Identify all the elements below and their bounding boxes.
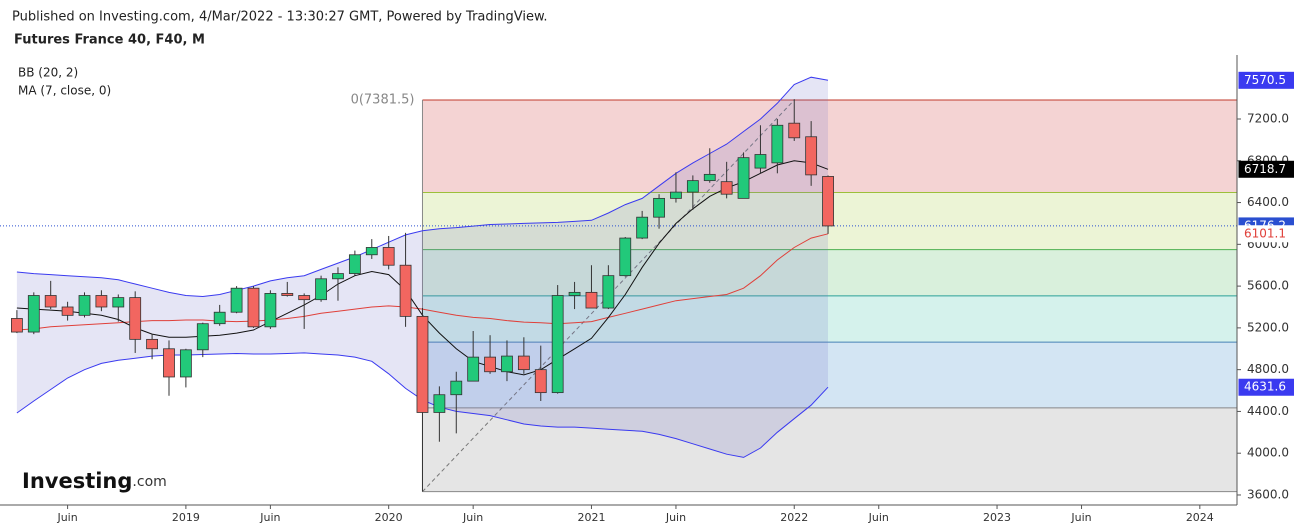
candle-body xyxy=(196,323,209,351)
candle-body xyxy=(534,369,547,394)
candle-body xyxy=(686,180,699,193)
chart-title: Futures France 40, F40, M xyxy=(14,33,205,48)
y-tick-label: 5200.0 xyxy=(1247,320,1289,334)
candle-body xyxy=(213,311,226,325)
candle-body xyxy=(44,295,57,308)
x-tick-label: 2021 xyxy=(577,511,605,524)
candle-body xyxy=(585,291,598,309)
candle-body xyxy=(619,237,632,277)
candle-body xyxy=(517,355,530,371)
x-tick-label: Juin xyxy=(868,511,889,524)
candle-body xyxy=(670,191,682,199)
candle-body xyxy=(720,181,733,195)
x-tick-label: 2020 xyxy=(375,511,403,524)
logo-text: Investing xyxy=(22,469,132,493)
candle-body xyxy=(315,278,327,301)
candle-body xyxy=(636,216,649,239)
candle-body xyxy=(264,293,277,328)
price-tag xyxy=(1238,378,1294,396)
candle-body xyxy=(754,154,767,169)
y-tick-label: 4400.0 xyxy=(1247,404,1289,418)
x-tick-label: Juin xyxy=(259,511,280,524)
candle-body xyxy=(416,315,429,413)
price-tag-label: 6101.1 xyxy=(1244,226,1286,240)
candle-body xyxy=(281,293,294,296)
y-tick-label: 7200.0 xyxy=(1247,112,1289,126)
x-tick-label: 2024 xyxy=(1186,511,1214,524)
candle-body xyxy=(703,173,716,182)
price-tag-label: 4631.6 xyxy=(1244,380,1286,394)
y-tick-label: 6400.0 xyxy=(1247,195,1289,209)
y-tick-label: 5600.0 xyxy=(1247,279,1289,293)
candle-body xyxy=(10,318,23,333)
x-tick-label: Juin xyxy=(1070,511,1091,524)
x-tick-label: Juin xyxy=(665,511,686,524)
candle-body xyxy=(348,254,361,274)
candle-body xyxy=(484,356,496,373)
candle-body xyxy=(298,295,311,301)
candle-body xyxy=(230,287,243,313)
fib-label: 0(7381.5) xyxy=(351,93,415,108)
logo: Investing.com xyxy=(22,469,167,493)
logo-suffix: .com xyxy=(132,474,166,490)
candle-body xyxy=(501,355,513,373)
y-tick-label: 4000.0 xyxy=(1247,446,1289,460)
candle-body xyxy=(146,338,158,350)
candle-body xyxy=(95,295,108,308)
indicator: BB (20, 2) xyxy=(18,66,78,80)
candle-body xyxy=(332,273,344,280)
candle-body xyxy=(112,297,125,308)
candle-body xyxy=(433,394,446,413)
x-tick-label: Juin xyxy=(462,511,483,524)
price-tag xyxy=(1238,71,1294,89)
y-tick-label: 3600.0 xyxy=(1247,487,1289,501)
candle-body xyxy=(602,275,615,309)
fib-zone xyxy=(422,249,1238,296)
price-tag xyxy=(1238,160,1294,178)
candle-body xyxy=(179,349,192,378)
candle-body xyxy=(788,122,801,139)
y-tick-label: 4800.0 xyxy=(1247,362,1289,376)
candle-body xyxy=(399,264,412,317)
price-tag-label: 6718.7 xyxy=(1244,162,1286,176)
candle-body xyxy=(247,287,260,328)
band-fill xyxy=(16,77,828,458)
candle-body xyxy=(568,291,581,296)
candle-body xyxy=(551,295,564,394)
indicator: MA (7, close, 0) xyxy=(18,84,111,98)
candle-body xyxy=(653,197,665,218)
x-tick-label: 2022 xyxy=(780,511,808,524)
x-tick-label: 2019 xyxy=(172,511,200,524)
candle-body xyxy=(78,295,91,316)
candle-body xyxy=(382,247,395,266)
candle-body xyxy=(450,380,463,396)
candle-body xyxy=(27,295,40,333)
candle-body xyxy=(467,356,480,382)
candle-body xyxy=(163,348,175,378)
x-tick-label: 2023 xyxy=(983,511,1011,524)
price-tag-label: 7570.5 xyxy=(1244,73,1286,87)
candle-body xyxy=(129,297,142,340)
candle-body xyxy=(805,136,818,176)
x-tick-label: Juin xyxy=(56,511,77,524)
candle-body xyxy=(737,157,750,199)
candle-body xyxy=(61,306,74,316)
candle-body xyxy=(365,247,378,256)
price-tag xyxy=(1238,225,1294,243)
candle-body xyxy=(771,124,784,164)
published: Published on Investing.com, 4/Mar/2022 -… xyxy=(12,10,548,25)
candle-body xyxy=(822,176,834,227)
band-upper xyxy=(16,76,829,298)
fib-zone xyxy=(422,407,1238,492)
